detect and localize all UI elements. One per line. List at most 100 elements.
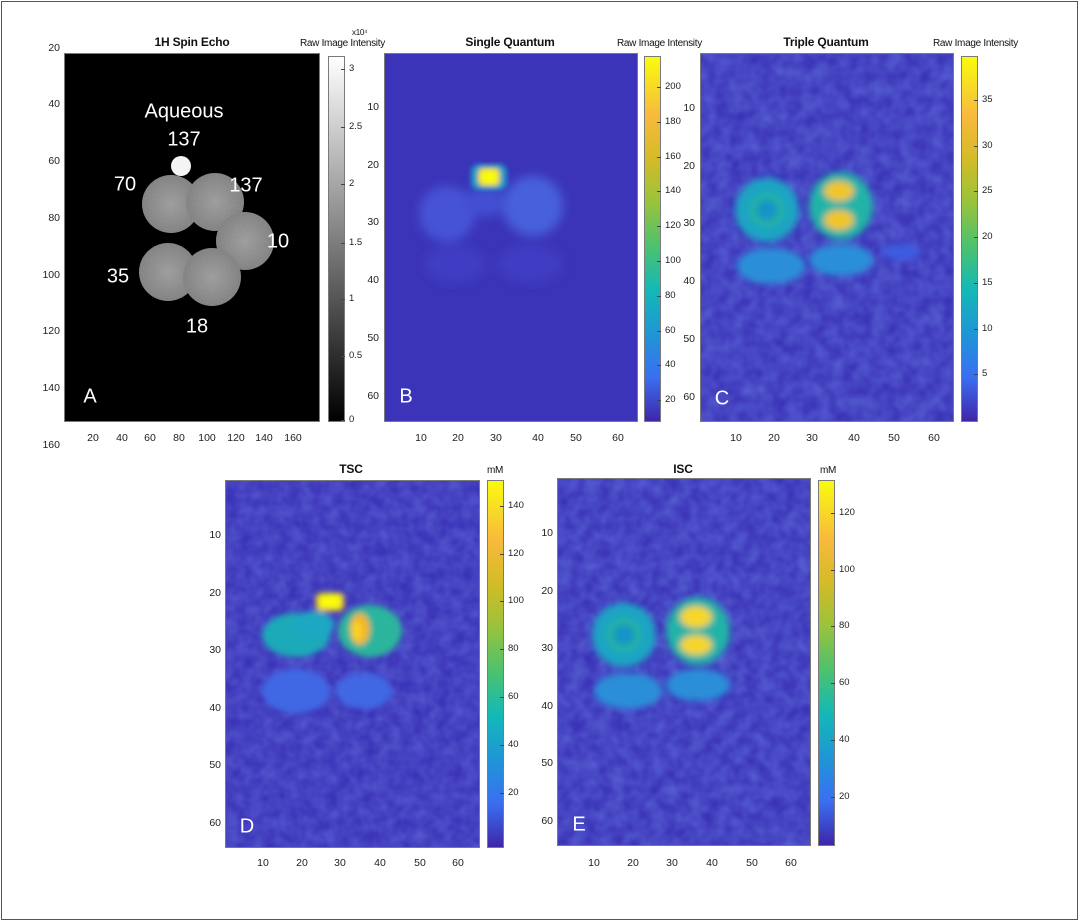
label-137: 137 bbox=[229, 174, 263, 197]
x-tick-label: 40 bbox=[848, 432, 860, 444]
x-tick-label: 40 bbox=[374, 857, 386, 869]
x-tick-label: 10 bbox=[415, 432, 427, 444]
panel-e-colorbar bbox=[818, 480, 835, 846]
y-tick-label: 120 bbox=[42, 325, 60, 337]
y-tick-label: 10 bbox=[209, 529, 221, 541]
y-tick-label: 50 bbox=[209, 759, 221, 771]
colorbar-tick-label: 5 bbox=[982, 368, 988, 380]
panel-a-letter: A bbox=[83, 385, 97, 408]
y-tick-label: 40 bbox=[367, 274, 379, 286]
colorbar-tick-label: 20 bbox=[665, 394, 676, 406]
panel-b-colorbar-label: Raw Image Intensity bbox=[617, 38, 702, 49]
colorbar-tick-mark bbox=[974, 191, 978, 193]
colorbar-tick-mark bbox=[657, 295, 661, 297]
colorbar-tick-label: 3 bbox=[349, 62, 355, 74]
panel-d-phantom-svg bbox=[226, 481, 479, 847]
panel-a-colorbar-label: Raw Image Intensity bbox=[300, 38, 385, 49]
x-tick-label: 80 bbox=[173, 432, 185, 444]
label-35: 35 bbox=[106, 265, 130, 288]
x-tick-label: 50 bbox=[888, 432, 900, 444]
panel-a-phantom-svg bbox=[139, 156, 274, 306]
colorbar-tick-mark bbox=[341, 184, 345, 186]
y-tick-label: 60 bbox=[209, 817, 221, 829]
colorbar-tick-label: 120 bbox=[508, 547, 524, 559]
colorbar-tick-label: 30 bbox=[982, 139, 993, 151]
colorbar-tick-label: 40 bbox=[508, 738, 519, 750]
aqueous-vial-hot bbox=[471, 164, 507, 190]
colorbar-tick-mark bbox=[974, 145, 978, 147]
x-tick-label: 60 bbox=[452, 857, 464, 869]
x-tick-label: 10 bbox=[588, 857, 600, 869]
colorbar-tick-mark bbox=[657, 156, 661, 158]
x-tick-label: 100 bbox=[198, 432, 216, 444]
colorbar-tick-mark bbox=[657, 330, 661, 332]
vials-faint bbox=[419, 176, 563, 282]
panel-e-letter: E bbox=[572, 813, 586, 836]
colorbar-tick-mark bbox=[657, 365, 661, 367]
vials bbox=[262, 593, 402, 713]
colorbar-tick-label: 60 bbox=[839, 677, 850, 689]
x-tick-label: 50 bbox=[414, 857, 426, 869]
colorbar-tick-label: 1 bbox=[349, 293, 355, 305]
colorbar-tick-label: 100 bbox=[508, 595, 524, 607]
y-tick-label: 30 bbox=[541, 642, 553, 654]
colorbar-tick-label: 140 bbox=[508, 499, 524, 511]
colorbar-tick-mark bbox=[657, 191, 661, 193]
colorbar-tick-label: 60 bbox=[508, 691, 519, 703]
x-tick-label: 20 bbox=[452, 432, 464, 444]
y-tick-label: 10 bbox=[367, 101, 379, 113]
y-tick-label: 50 bbox=[683, 333, 695, 345]
colorbar-tick-label: 200 bbox=[665, 81, 681, 93]
x-tick-label: 40 bbox=[706, 857, 718, 869]
colorbar-tick-label: 120 bbox=[839, 506, 855, 518]
colorbar-tick-label: 0 bbox=[349, 414, 355, 426]
panel-c-colorbar-label: Raw Image Intensity bbox=[933, 38, 1018, 49]
y-tick-label: 20 bbox=[48, 42, 60, 54]
y-tick-label: 80 bbox=[48, 212, 60, 224]
x-tick-label: 60 bbox=[785, 857, 797, 869]
x-tick-label: 120 bbox=[227, 432, 245, 444]
x-tick-label: 140 bbox=[255, 432, 273, 444]
panel-b-colorbar bbox=[644, 56, 661, 422]
panel-c-image: C bbox=[700, 53, 954, 422]
colorbar-tick-mark bbox=[831, 796, 835, 798]
panel-a-colorbar bbox=[328, 56, 345, 422]
x-tick-label: 160 bbox=[284, 432, 302, 444]
colorbar-tick-mark bbox=[974, 374, 978, 376]
colorbar-tick-mark bbox=[500, 553, 504, 555]
colorbar-tick-label: 20 bbox=[508, 786, 519, 798]
colorbar-tick-label: 180 bbox=[665, 115, 681, 127]
colorbar-tick-mark bbox=[341, 356, 345, 358]
colorbar-tick-label: 40 bbox=[665, 359, 676, 371]
y-tick-label: 40 bbox=[541, 700, 553, 712]
panel-e-colorbar-label: mM bbox=[820, 465, 837, 476]
panel-a-image: Aqueous 137 70 137 10 35 18 A bbox=[64, 53, 320, 422]
colorbar-tick-label: 80 bbox=[508, 643, 519, 655]
colorbar-tick-mark bbox=[657, 121, 661, 123]
colorbar-tick-label: 80 bbox=[839, 620, 850, 632]
colorbar-tick-label: 60 bbox=[665, 324, 676, 336]
y-tick-label: 30 bbox=[367, 216, 379, 228]
label-10: 10 bbox=[266, 230, 290, 253]
y-tick-label: 100 bbox=[42, 269, 60, 281]
panel-b-title: Single Quantum bbox=[465, 35, 555, 49]
panel-e-image: E bbox=[557, 478, 811, 846]
colorbar-tick-label: 40 bbox=[839, 733, 850, 745]
panel-b-phantom-svg bbox=[419, 164, 563, 282]
label-18: 18 bbox=[185, 315, 209, 338]
panel-c-phantom-svg bbox=[701, 54, 953, 421]
y-tick-label: 50 bbox=[367, 332, 379, 344]
colorbar-tick-mark bbox=[341, 127, 345, 129]
colorbar-tick-mark bbox=[341, 242, 345, 244]
y-tick-label: 40 bbox=[683, 275, 695, 287]
y-tick-label: 60 bbox=[48, 155, 60, 167]
y-tick-label: 20 bbox=[541, 585, 553, 597]
colorbar-tick-label: 160 bbox=[665, 150, 681, 162]
y-tick-label: 20 bbox=[209, 587, 221, 599]
panel-d-letter: D bbox=[239, 815, 255, 838]
panel-d-image: D bbox=[225, 480, 480, 848]
y-tick-label: 140 bbox=[42, 382, 60, 394]
colorbar-tick-mark bbox=[974, 328, 978, 330]
colorbar-tick-mark bbox=[500, 505, 504, 507]
colorbar-tick-label: 0.5 bbox=[349, 350, 363, 362]
